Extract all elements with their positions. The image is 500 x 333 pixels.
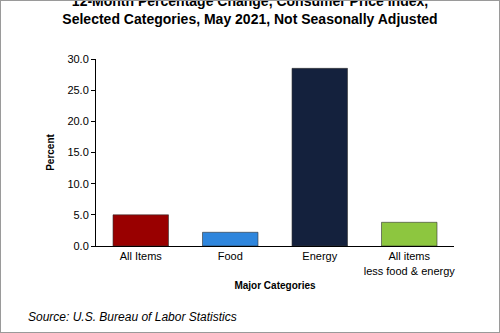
svg-text:30.0: 30.0 (67, 53, 88, 65)
svg-text:5.0: 5.0 (74, 209, 89, 221)
svg-text:Source: U.S. Bureau of Labor S: Source: U.S. Bureau of Labor Statistics (28, 310, 237, 324)
svg-text:15.0: 15.0 (67, 146, 88, 158)
svg-text:Percent: Percent (45, 133, 56, 170)
svg-text:All itemsless food & energy: All itemsless food & energy (364, 250, 456, 276)
svg-text:Major Categories: Major Categories (234, 280, 316, 291)
svg-text:25.0: 25.0 (67, 84, 88, 96)
svg-text:Food: Food (218, 250, 243, 262)
svg-text:Energy: Energy (302, 250, 337, 262)
svg-text:All Items: All Items (120, 250, 163, 262)
svg-text:0.0: 0.0 (74, 240, 89, 252)
svg-text:10.0: 10.0 (67, 178, 88, 190)
svg-text:20.0: 20.0 (67, 115, 88, 127)
svg-text:12-Month Percentage Change, Co: 12-Month Percentage Change, Consumer Pri… (62, 1, 437, 27)
